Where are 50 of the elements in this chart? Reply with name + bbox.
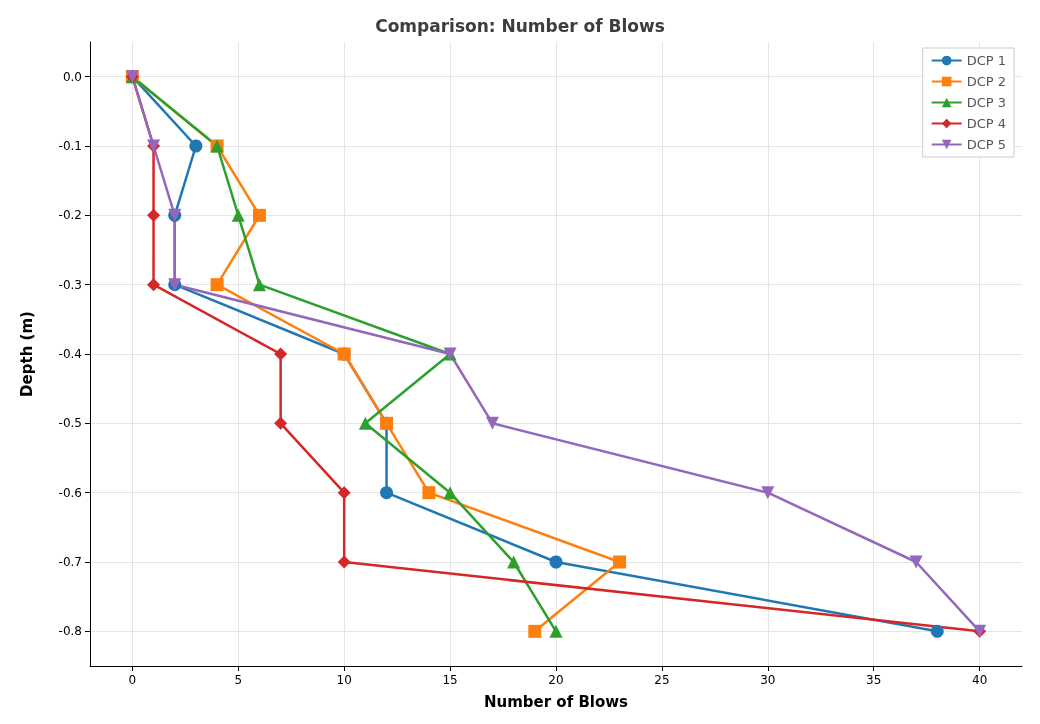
point: [274, 347, 288, 361]
point: [210, 278, 224, 292]
y-tick-label: 0.0: [62, 69, 82, 84]
point: [528, 624, 542, 638]
point: [337, 486, 351, 500]
point: [380, 486, 394, 500]
y-tick-label: -0.6: [58, 485, 82, 500]
y-tick-label: -0.1: [58, 139, 82, 153]
point: [443, 486, 457, 500]
x-tick-label: 5: [234, 673, 243, 687]
point: [147, 208, 161, 222]
point: [231, 208, 245, 222]
point: [252, 208, 266, 222]
x-tick-label: 15: [442, 673, 458, 687]
point: [189, 139, 203, 153]
legend-label: DCP 3: [966, 95, 1007, 110]
x-axis-title: Number of Blows: [483, 692, 629, 711]
y-tick-label: -0.3: [58, 277, 82, 292]
y-tick-label: -0.2: [58, 208, 82, 223]
y-tick-label: -0.5: [58, 416, 82, 431]
x-tick-label: 10: [336, 673, 352, 687]
point: [422, 486, 436, 500]
x-tick-label: 40: [972, 673, 988, 687]
point: [252, 278, 266, 292]
x-tick-label: 35: [866, 673, 882, 687]
legend-label: DCP 2: [966, 74, 1007, 89]
point: [337, 555, 351, 569]
point: [549, 624, 563, 638]
point: [909, 555, 923, 569]
y-axis-title: Depth (m): [17, 311, 36, 397]
y-tick-label: -0.7: [58, 555, 82, 569]
point: [274, 416, 288, 430]
point: [485, 416, 499, 430]
point: [358, 416, 372, 430]
point: [930, 624, 944, 638]
point: [507, 555, 521, 569]
point: [761, 486, 775, 500]
point: [147, 278, 161, 292]
x-tick-label: 30: [760, 673, 776, 687]
x-tick-label: 25: [654, 673, 670, 687]
legend-label: DCP 1: [966, 53, 1007, 68]
legend-label: DCP 4: [966, 116, 1007, 131]
y-tick-label: -0.4: [58, 347, 82, 361]
point: [613, 555, 627, 569]
point: [549, 555, 563, 569]
chart-title: Comparison: Number of Blows: [375, 15, 665, 36]
x-tick-label: 20: [548, 673, 564, 687]
x-tick-label: 0: [128, 673, 137, 687]
y-tick-label: -0.8: [58, 624, 82, 639]
legend-label: DCP 5: [966, 137, 1007, 152]
